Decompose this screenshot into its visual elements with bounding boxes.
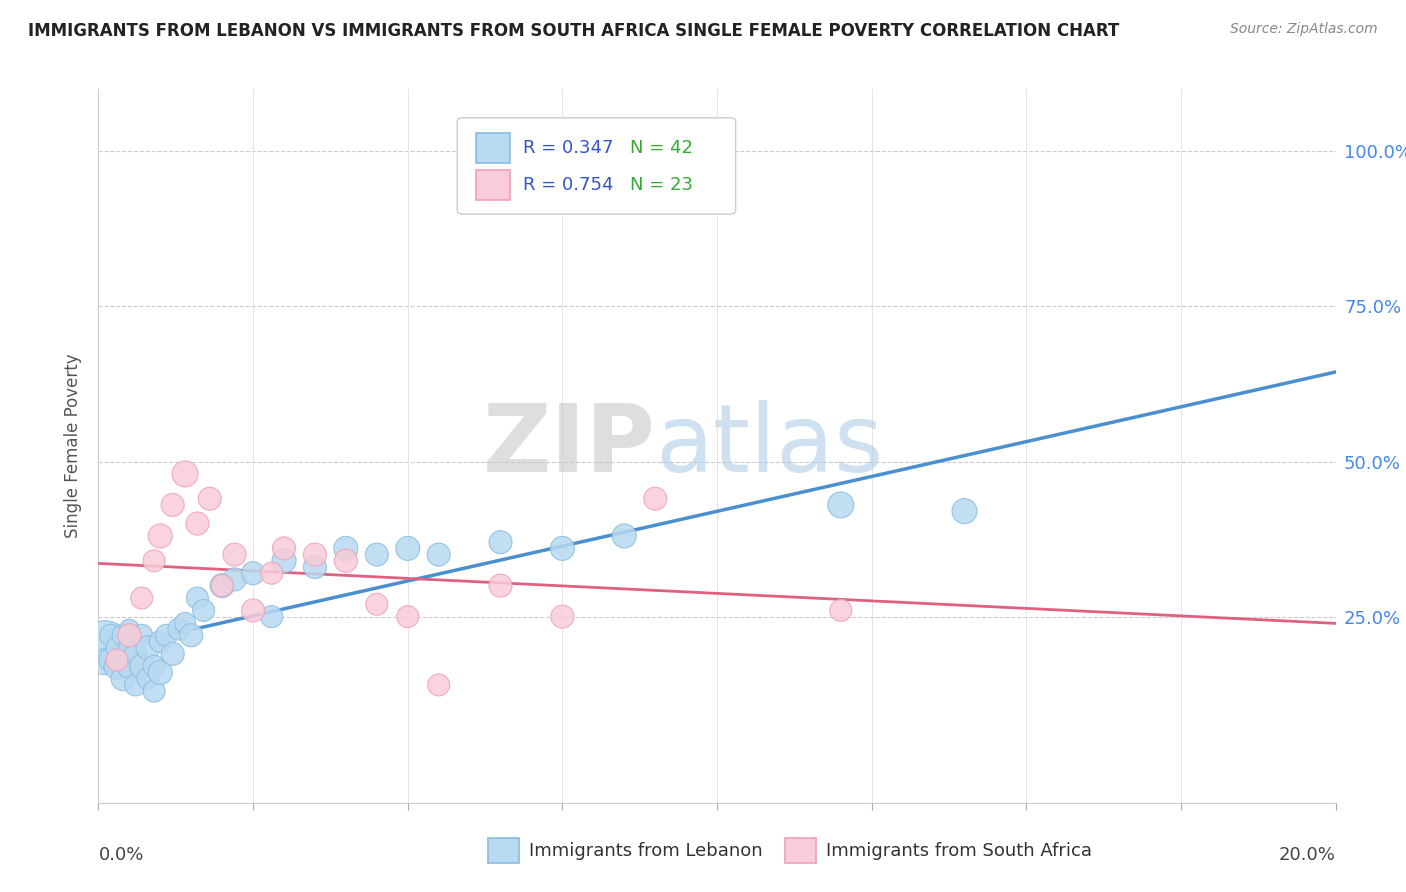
Point bbox=[193, 603, 215, 617]
Point bbox=[489, 535, 512, 549]
Point bbox=[105, 653, 128, 667]
Point bbox=[953, 504, 976, 518]
Point bbox=[489, 579, 512, 593]
Point bbox=[112, 672, 135, 686]
Text: R = 0.754: R = 0.754 bbox=[523, 176, 613, 194]
Point bbox=[155, 628, 177, 642]
Point bbox=[186, 591, 208, 605]
Point bbox=[396, 541, 419, 556]
Point bbox=[273, 554, 295, 568]
Point bbox=[174, 615, 197, 630]
Point bbox=[136, 672, 159, 686]
Text: 0.0%: 0.0% bbox=[98, 846, 143, 863]
Point bbox=[335, 541, 357, 556]
Point bbox=[396, 609, 419, 624]
Text: N = 42: N = 42 bbox=[630, 139, 693, 157]
Point bbox=[124, 678, 146, 692]
Point bbox=[260, 609, 283, 624]
Point bbox=[224, 573, 246, 587]
FancyBboxPatch shape bbox=[488, 838, 519, 863]
Point bbox=[118, 628, 141, 642]
Point bbox=[224, 548, 246, 562]
Point bbox=[93, 640, 115, 655]
Point bbox=[242, 603, 264, 617]
Point bbox=[100, 653, 122, 667]
Point bbox=[174, 467, 197, 481]
Text: N = 23: N = 23 bbox=[630, 176, 693, 194]
Point bbox=[143, 684, 166, 698]
Point bbox=[644, 491, 666, 506]
Point bbox=[118, 640, 141, 655]
Text: R = 0.347: R = 0.347 bbox=[523, 139, 613, 157]
Point bbox=[143, 659, 166, 673]
Point bbox=[427, 548, 450, 562]
Point bbox=[366, 597, 388, 611]
Point bbox=[149, 665, 172, 680]
Point bbox=[162, 498, 184, 512]
FancyBboxPatch shape bbox=[785, 838, 815, 863]
Text: Source: ZipAtlas.com: Source: ZipAtlas.com bbox=[1230, 22, 1378, 37]
Point bbox=[162, 647, 184, 661]
Text: 20.0%: 20.0% bbox=[1279, 846, 1336, 863]
Point bbox=[242, 566, 264, 581]
Point bbox=[149, 634, 172, 648]
Text: atlas: atlas bbox=[655, 400, 883, 492]
Text: IMMIGRANTS FROM LEBANON VS IMMIGRANTS FROM SOUTH AFRICA SINGLE FEMALE POVERTY CO: IMMIGRANTS FROM LEBANON VS IMMIGRANTS FR… bbox=[28, 22, 1119, 40]
Point bbox=[427, 678, 450, 692]
Point bbox=[105, 640, 128, 655]
Point bbox=[112, 628, 135, 642]
FancyBboxPatch shape bbox=[475, 169, 510, 200]
Point bbox=[273, 541, 295, 556]
Point bbox=[211, 579, 233, 593]
Point bbox=[136, 640, 159, 655]
Point bbox=[131, 659, 153, 673]
Point bbox=[551, 609, 574, 624]
Point bbox=[613, 529, 636, 543]
Point bbox=[118, 659, 141, 673]
Point bbox=[830, 603, 852, 617]
Point bbox=[198, 491, 221, 506]
Y-axis label: Single Female Poverty: Single Female Poverty bbox=[65, 354, 83, 538]
Point bbox=[143, 554, 166, 568]
Point bbox=[335, 554, 357, 568]
Text: Immigrants from South Africa: Immigrants from South Africa bbox=[825, 842, 1092, 860]
Point bbox=[167, 622, 190, 636]
Point bbox=[551, 541, 574, 556]
Point bbox=[186, 516, 208, 531]
Point bbox=[105, 659, 128, 673]
Text: ZIP: ZIP bbox=[482, 400, 655, 492]
Point bbox=[211, 579, 233, 593]
Point bbox=[180, 628, 202, 642]
Text: Immigrants from Lebanon: Immigrants from Lebanon bbox=[529, 842, 762, 860]
Point bbox=[118, 622, 141, 636]
FancyBboxPatch shape bbox=[457, 118, 735, 214]
Point bbox=[131, 628, 153, 642]
Point bbox=[830, 498, 852, 512]
Point bbox=[124, 647, 146, 661]
Point bbox=[366, 548, 388, 562]
Point bbox=[149, 529, 172, 543]
Point bbox=[260, 566, 283, 581]
Point bbox=[304, 560, 326, 574]
FancyBboxPatch shape bbox=[475, 133, 510, 162]
Point bbox=[100, 628, 122, 642]
Point bbox=[304, 548, 326, 562]
Point bbox=[131, 591, 153, 605]
